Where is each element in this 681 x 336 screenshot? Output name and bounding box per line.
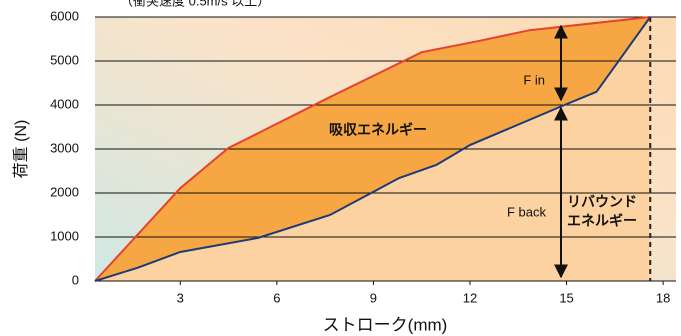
series-line [94,16,652,282]
annotation: F in [523,72,545,87]
x-tick-label: 9 [370,290,377,305]
x-tick-label: 12 [463,290,477,305]
x-tick-label: 15 [559,290,573,305]
annotation: リバウンド [567,194,637,210]
rebound-area [95,17,651,281]
y-tick-label: 2000 [50,184,79,199]
y-tick-label: 4000 [50,96,79,111]
y-tick-label: 0 [72,272,79,287]
x-axis-label: ストローク(mm) [323,315,448,334]
annotation: 吸収エネルギー [329,122,427,138]
y-axis-label: 荷重 (N) [12,120,30,179]
y-tick-label: 1000 [50,228,79,243]
y-tick-label: 6000 [50,8,79,23]
annotation: F back [507,204,547,219]
x-tick-label: 18 [656,290,670,305]
y-tick-label: 3000 [50,140,79,155]
subtitle: （衝突速度 0.5m/s 以上） [120,0,270,8]
x-tick-label: 3 [177,290,184,305]
series-line [94,16,651,282]
y-tick-label: 5000 [50,52,79,67]
annotation: エネルギー [567,213,637,229]
x-tick-label: 6 [273,290,280,305]
